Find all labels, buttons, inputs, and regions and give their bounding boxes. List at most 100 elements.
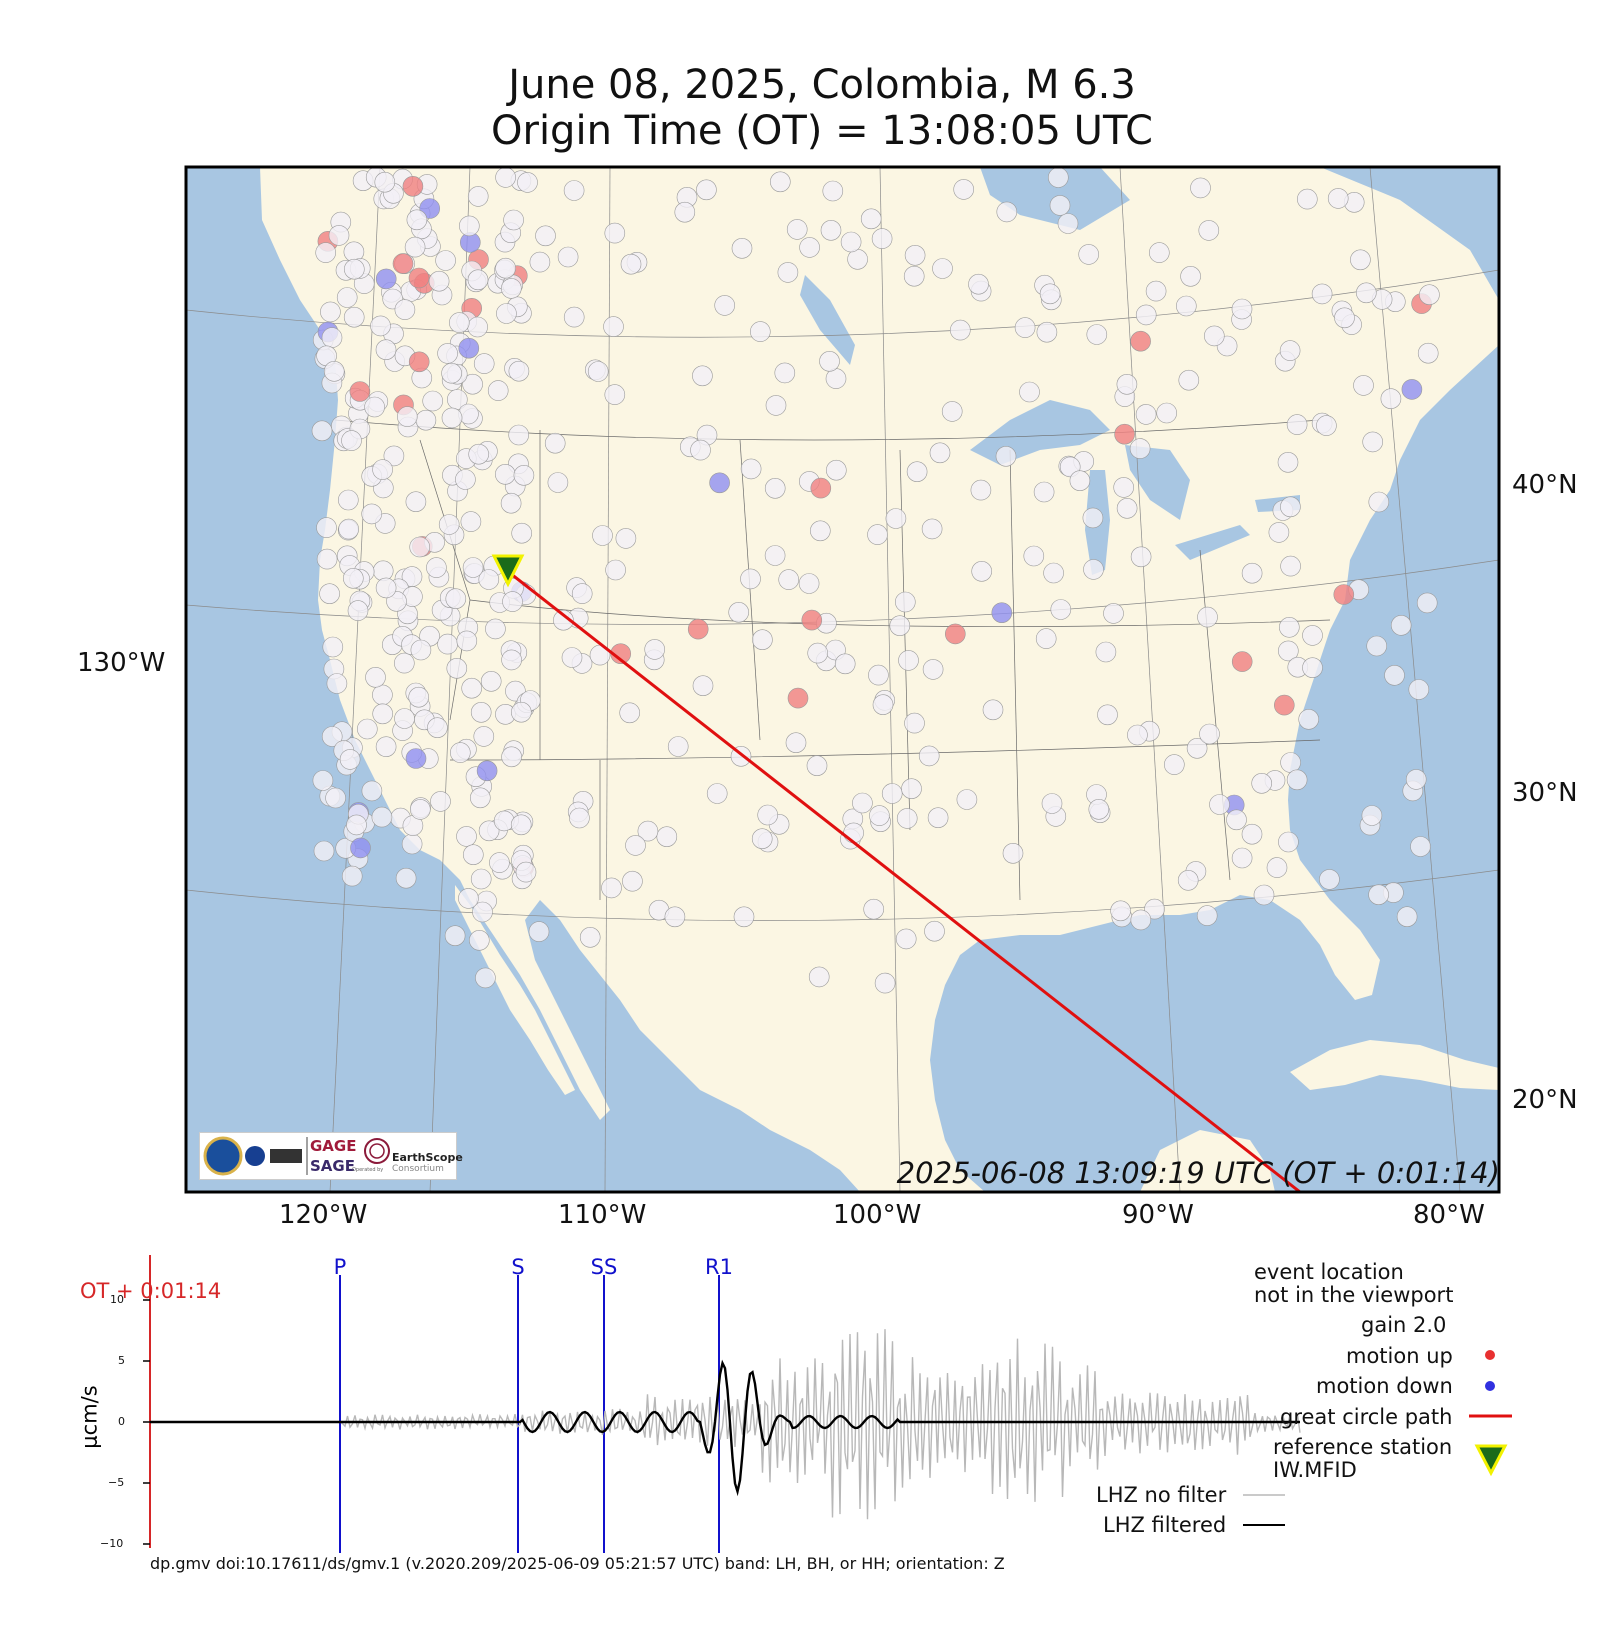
station-marker [807,642,829,664]
station-marker [341,430,362,451]
station-marker [1116,497,1138,519]
station-marker [603,316,624,337]
station-marker [475,967,496,989]
station-marker [511,522,533,544]
station-marker [904,712,925,734]
seismic-stations [311,167,1440,994]
lon-label-130w: 130°W [77,648,166,678]
station-marker [495,257,516,279]
station-marker [553,609,574,631]
station-marker [927,807,949,829]
station-marker [903,265,925,287]
station-marker [508,360,530,382]
station-marker [321,726,343,747]
sage-logo-text: SAGE [310,1157,355,1175]
station-marker [319,583,340,605]
station-marker [396,406,418,427]
station-marker [473,726,495,747]
station-marker [664,906,686,928]
station-marker [1297,188,1318,210]
station-marker [365,666,386,688]
ot-offset-label: OT + 0:01:14 [80,1279,222,1303]
legend-motion-down: motion down [1316,1374,1453,1398]
phase-label-s: S [511,1255,525,1279]
station-marker [338,518,360,540]
station-marker [1033,481,1055,503]
station-marker [1082,507,1104,529]
station-marker [485,618,506,640]
station-marker [461,677,483,699]
station-marker [714,295,736,316]
station-marker [422,390,444,412]
station-marker [1268,522,1290,543]
station-marker [995,445,1017,467]
station-marker [350,837,371,859]
station-marker [501,746,522,768]
station-marker [904,245,926,266]
station-marker [579,926,601,948]
station-marker [1190,177,1211,199]
station-marker [1302,657,1323,679]
station-marker [1095,641,1117,663]
station-marker [869,805,890,826]
station-marker [733,906,755,928]
station-marker [1280,555,1301,577]
motion-down-dot [1485,1381,1495,1391]
station-marker [1164,754,1185,775]
station-marker [860,208,882,230]
station-marker [1350,249,1371,271]
station-marker [478,820,500,842]
station-marker [1116,373,1138,395]
station-marker [446,657,468,679]
station-marker [322,636,344,658]
station-marker [500,278,522,299]
station-marker [1135,404,1157,425]
station-marker [728,601,750,623]
station-marker [906,461,928,483]
station-marker [587,361,609,382]
station-marker [822,180,844,202]
station-marker [619,702,641,724]
station-marker [901,778,922,800]
station-marker [500,492,522,514]
station-marker [508,424,530,446]
station-marker [1333,584,1355,605]
station-marker [751,828,773,850]
lon-label-80w: 80°W [1413,1200,1485,1230]
station-marker [637,820,659,842]
lon-label-110w: 110°W [558,1200,647,1230]
station-marker [563,180,585,201]
lat-label-30: 30°N [1512,778,1578,808]
station-marker [996,201,1018,223]
station-marker [1277,451,1299,473]
station-marker [328,225,350,246]
station-marker [622,870,643,892]
station-marker [441,362,462,384]
station-marker [375,339,397,361]
station-marker [896,808,918,829]
station-marker [343,258,365,280]
station-marker [315,242,337,263]
station-marker [1088,798,1110,820]
station-marker [834,653,856,675]
legend-reference-station: reference station [1273,1435,1453,1459]
station-marker [1019,381,1040,403]
station-marker [825,459,847,481]
lat-label-40: 40°N [1512,470,1578,500]
sponsor-logos: GAGE SAGE EarthScope Consortium Operated… [199,1132,463,1180]
station-marker [395,867,417,889]
station-marker [349,381,371,402]
station-marker [667,736,689,757]
station-marker [339,749,361,770]
station-marker [740,568,761,590]
legend-event-location: event location [1254,1260,1404,1284]
station-marker [1177,869,1199,891]
station-marker [786,219,808,240]
station-marker [868,664,889,686]
station-marker [1362,431,1383,453]
station-marker [1286,414,1308,435]
station-marker [375,268,397,290]
station-marker [709,472,730,494]
